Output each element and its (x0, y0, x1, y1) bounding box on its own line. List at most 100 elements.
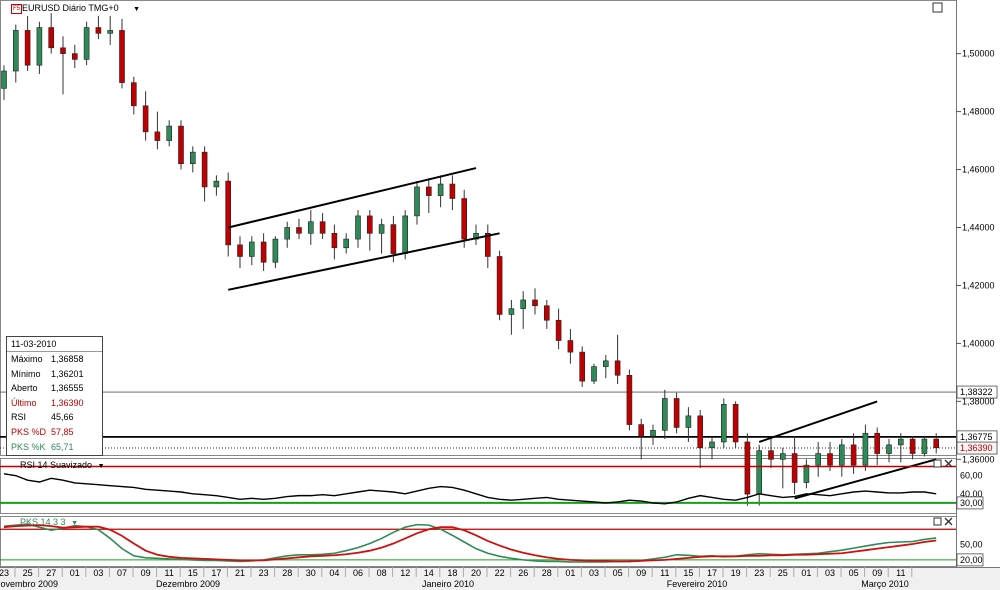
price-tick-label: 1,48000 (962, 107, 995, 117)
price-line-label: 1,36390 (960, 443, 993, 453)
date-label: 05 (613, 568, 623, 578)
info-row: PKS %K 65,71 (7, 440, 102, 455)
candle (779, 447, 786, 489)
candle-body (803, 464, 810, 483)
candle (496, 250, 503, 321)
candle-body (307, 221, 314, 234)
candle-body (602, 360, 609, 367)
candle (756, 444, 763, 506)
date-label: 11 (165, 568, 174, 578)
stoch-level-label: 50,00 (960, 540, 983, 550)
date-label: 03 (589, 568, 599, 578)
date-label: 07 (117, 568, 127, 578)
rsi-panel-title[interactable]: RSI 14 Suavizado ▼ (20, 460, 105, 470)
price-line-badge (956, 385, 998, 399)
date-label: 26 (518, 568, 528, 578)
info-label: Máximo (11, 354, 43, 364)
candle-body (614, 360, 621, 376)
candle-body (296, 227, 302, 234)
chart-title-text: EURUSD Diário TMG+0 (22, 3, 119, 13)
date-label: 15 (188, 568, 198, 578)
candle-body (319, 221, 326, 234)
candle (614, 334, 621, 384)
candle (355, 210, 361, 248)
date-label: 01 (801, 568, 811, 578)
candle (897, 433, 904, 463)
candle (107, 15, 113, 45)
date-label: 28 (542, 568, 552, 578)
candle (178, 120, 184, 170)
chevron-down-icon[interactable]: ▼ (133, 6, 141, 13)
candle (237, 236, 243, 269)
candle-body (508, 308, 515, 315)
stoch-panel-title[interactable]: PKS 14 3 3 ▼ (20, 517, 78, 527)
date-label: 09 (636, 568, 646, 578)
chevron-down-icon[interactable]: ▼ (97, 463, 105, 470)
price-tick-label: 1,50000 (962, 49, 995, 59)
candle-body (650, 430, 656, 437)
candle-body (13, 30, 19, 72)
candle-body (768, 450, 774, 460)
price-tick-label: 1,38000 (962, 396, 995, 406)
candle (166, 120, 172, 147)
date-label: 01 (565, 568, 575, 578)
date-label: 19 (731, 568, 741, 578)
rsi-level-label: 60,00 (960, 471, 983, 481)
candle-body (402, 215, 409, 254)
candle-body (95, 27, 102, 34)
chart-badge[interactable]: F5 (11, 4, 22, 14)
maximize-icon (933, 459, 942, 468)
candle (13, 24, 19, 83)
candle (260, 233, 267, 271)
trendline (758, 400, 878, 443)
candle (720, 398, 727, 448)
candle-body (449, 183, 456, 199)
candle (673, 392, 680, 434)
date-label: 17 (211, 568, 221, 578)
chart-title[interactable]: EURUSD Diário TMG+0 ▼ (22, 3, 140, 13)
stoch-d-line (3, 524, 937, 563)
candle-body (331, 232, 338, 249)
date-label: 05 (849, 568, 859, 578)
candle (791, 436, 798, 495)
candle-body (850, 444, 857, 466)
candle (921, 436, 928, 457)
info-value: 45,66 (51, 412, 74, 423)
close-icon-stroke (944, 517, 953, 526)
price-tick-label: 1,42000 (962, 280, 995, 290)
date-label: 27 (46, 568, 56, 578)
candle (626, 369, 633, 431)
info-label: Aberto (11, 383, 38, 394)
candle-body (83, 27, 90, 60)
month-label: Março 2010 (861, 579, 909, 589)
close-icon (944, 459, 953, 468)
info-value: 1,36201 (51, 368, 84, 379)
candle-body (591, 366, 597, 382)
info-label: Mínimo (11, 368, 41, 379)
candle-body (142, 105, 149, 133)
date-label: 04 (329, 568, 339, 578)
close-icon-stroke (944, 459, 953, 468)
candle (768, 436, 774, 469)
candle (284, 221, 291, 248)
candle (862, 424, 869, 471)
candle-body (520, 299, 527, 309)
candle-body (201, 151, 208, 188)
candle-body (838, 444, 845, 466)
candle (72, 44, 78, 69)
candle-body (272, 238, 279, 263)
info-label: Último (11, 397, 37, 408)
price-line-badge (956, 441, 998, 455)
date-label: 14 (424, 568, 434, 578)
candle (131, 76, 137, 115)
candle (732, 401, 739, 448)
candle (638, 418, 645, 460)
chevron-down-icon[interactable]: ▼ (71, 520, 78, 527)
info-label: PKS %D (11, 426, 47, 437)
info-value: 1,36555 (51, 383, 84, 394)
date-label: 17 (707, 568, 717, 578)
price-line-label: 1,38322 (960, 387, 993, 397)
date-label: 03 (825, 568, 835, 578)
date-label: 23 (259, 568, 269, 578)
